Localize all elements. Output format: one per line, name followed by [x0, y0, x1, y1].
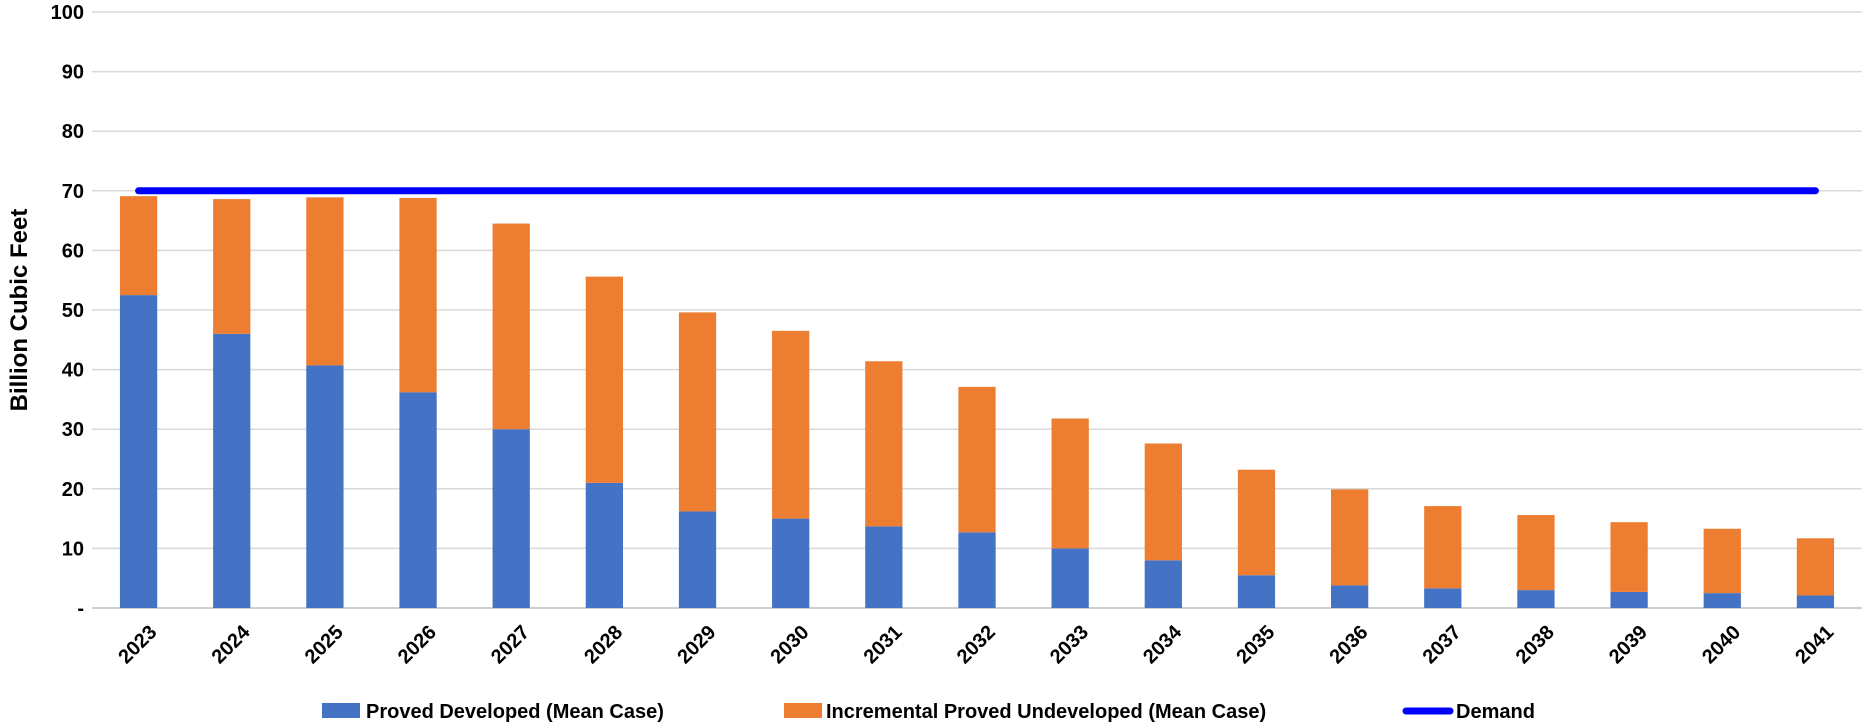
bar-incremental-proved-undeveloped	[306, 197, 344, 366]
bar-proved-developed	[1424, 588, 1462, 608]
x-axis-ticks: 2023 2024 2025 2026 2027 2028 2029 2030 2031 2032…	[114, 621, 1838, 669]
bar-proved-developed	[958, 532, 996, 608]
legend: Proved Developed (Mean Case) Incremental …	[322, 701, 1535, 723]
legend-label: Incremental Proved Undeveloped (Mean Cas…	[826, 701, 1266, 723]
x-tick-label: 2025	[301, 621, 348, 668]
bar-proved-developed	[1796, 595, 1835, 608]
x-tick-label: 2039	[1605, 621, 1652, 668]
x-tick-label: 2024	[208, 621, 256, 669]
bar-incremental-proved-undeveloped	[1796, 538, 1835, 596]
bar-proved-developed	[399, 392, 437, 608]
x-tick-label: 2035	[1232, 621, 1279, 668]
bar-proved-developed	[678, 511, 717, 608]
x-tick-label: 2032	[953, 621, 1000, 668]
x-tick-label: 2023	[114, 621, 161, 668]
x-tick-label: 2030	[767, 621, 814, 668]
bar-proved-developed	[492, 429, 530, 608]
legend-label: Proved Developed (Mean Case)	[366, 701, 664, 723]
bar-proved-developed	[119, 295, 158, 608]
bar-incremental-proved-undeveloped	[1237, 469, 1276, 576]
y-tick-label: 30	[62, 419, 84, 441]
bar-proved-developed	[585, 482, 623, 608]
bar-proved-developed	[1331, 585, 1369, 608]
bar-proved-developed	[1051, 548, 1089, 608]
bar-incremental-proved-undeveloped	[772, 330, 810, 519]
x-tick-label: 2034	[1139, 621, 1187, 669]
x-tick-label: 2041	[1791, 621, 1838, 668]
y-axis-ticks: - 10 20 30 40 50 60 70 80 90 100	[51, 2, 84, 620]
bar-incremental-proved-undeveloped	[1144, 443, 1182, 561]
y-axis-title: Billion Cubic Feet	[6, 209, 33, 412]
y-tick-label: 70	[62, 181, 84, 203]
bar-incremental-proved-undeveloped	[1703, 528, 1741, 594]
legend-label: Demand	[1456, 701, 1535, 723]
y-tick-label: 80	[62, 121, 84, 143]
bar-incremental-proved-undeveloped	[119, 196, 158, 296]
bar-incremental-proved-undeveloped	[1610, 522, 1648, 592]
x-tick-label: 2040	[1698, 621, 1745, 668]
bar-incremental-proved-undeveloped	[492, 223, 530, 430]
bar-proved-developed	[772, 518, 810, 608]
bar-proved-developed	[1237, 575, 1276, 608]
bar-incremental-proved-undeveloped	[865, 361, 903, 527]
bars	[119, 196, 1835, 608]
bar-proved-developed	[213, 333, 251, 608]
y-tick-label: 90	[62, 62, 84, 84]
y-tick-label: 10	[62, 538, 84, 560]
bar-incremental-proved-undeveloped	[1051, 418, 1089, 549]
x-tick-label: 2026	[394, 621, 441, 668]
x-tick-label: 2028	[580, 621, 627, 668]
bar-incremental-proved-undeveloped	[399, 197, 437, 393]
y-tick-label: -	[77, 598, 84, 620]
bar-proved-developed	[1517, 590, 1555, 608]
y-tick-label: 100	[51, 2, 84, 24]
y-tick-label: 20	[62, 479, 84, 501]
legend-swatch	[322, 703, 360, 718]
x-tick-label: 2029	[673, 621, 720, 668]
bar-proved-developed	[865, 526, 903, 608]
bar-incremental-proved-undeveloped	[1517, 515, 1555, 591]
bar-incremental-proved-undeveloped	[678, 312, 717, 512]
bar-incremental-proved-undeveloped	[213, 199, 251, 334]
x-tick-label: 2037	[1419, 621, 1466, 668]
x-tick-label: 2036	[1325, 621, 1372, 668]
y-tick-label: 40	[62, 360, 84, 382]
bar-incremental-proved-undeveloped	[1424, 506, 1462, 589]
x-tick-label: 2031	[860, 621, 907, 668]
legend-swatch	[784, 703, 822, 718]
bar-proved-developed	[1703, 593, 1741, 608]
x-tick-label: 2038	[1512, 621, 1559, 668]
y-tick-label: 50	[62, 300, 84, 322]
bar-incremental-proved-undeveloped	[1331, 489, 1369, 586]
x-tick-label: 2033	[1046, 621, 1093, 668]
bar-proved-developed	[306, 365, 344, 608]
bar-incremental-proved-undeveloped	[958, 386, 996, 533]
x-tick-label: 2027	[487, 621, 534, 668]
bar-proved-developed	[1610, 591, 1648, 608]
bar-proved-developed	[1144, 560, 1182, 608]
y-tick-label: 60	[62, 240, 84, 262]
bar-incremental-proved-undeveloped	[585, 276, 623, 483]
